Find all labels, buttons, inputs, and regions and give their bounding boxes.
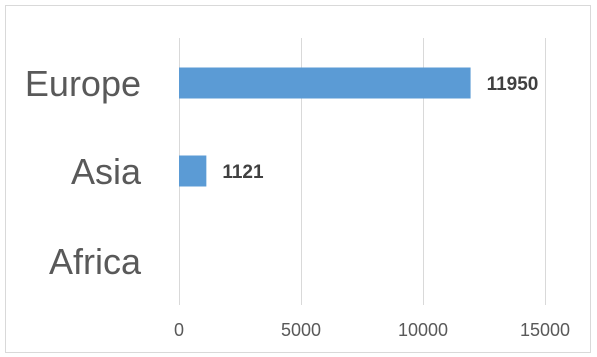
x-tick-label-10000: 10000: [398, 320, 448, 340]
chart-frame: [5, 5, 591, 353]
x-tick-label-0: 0: [174, 320, 184, 340]
category-label-africa: Africa: [49, 241, 142, 282]
labels: 0 5000 10000 15000 Europe 11950 Asia 1121 Africa: [25, 63, 570, 340]
x-tick-label-15000: 15000: [520, 320, 570, 340]
category-label-europe: Europe: [25, 63, 141, 104]
bar-europe: [179, 67, 471, 99]
bar-asia: [179, 155, 207, 187]
category-label-asia: Asia: [71, 151, 142, 192]
data-label-europe: 11950: [487, 74, 539, 95]
x-tick-label-5000: 5000: [281, 320, 321, 340]
data-label-asia: 1121: [222, 162, 264, 183]
bars: [179, 67, 471, 187]
